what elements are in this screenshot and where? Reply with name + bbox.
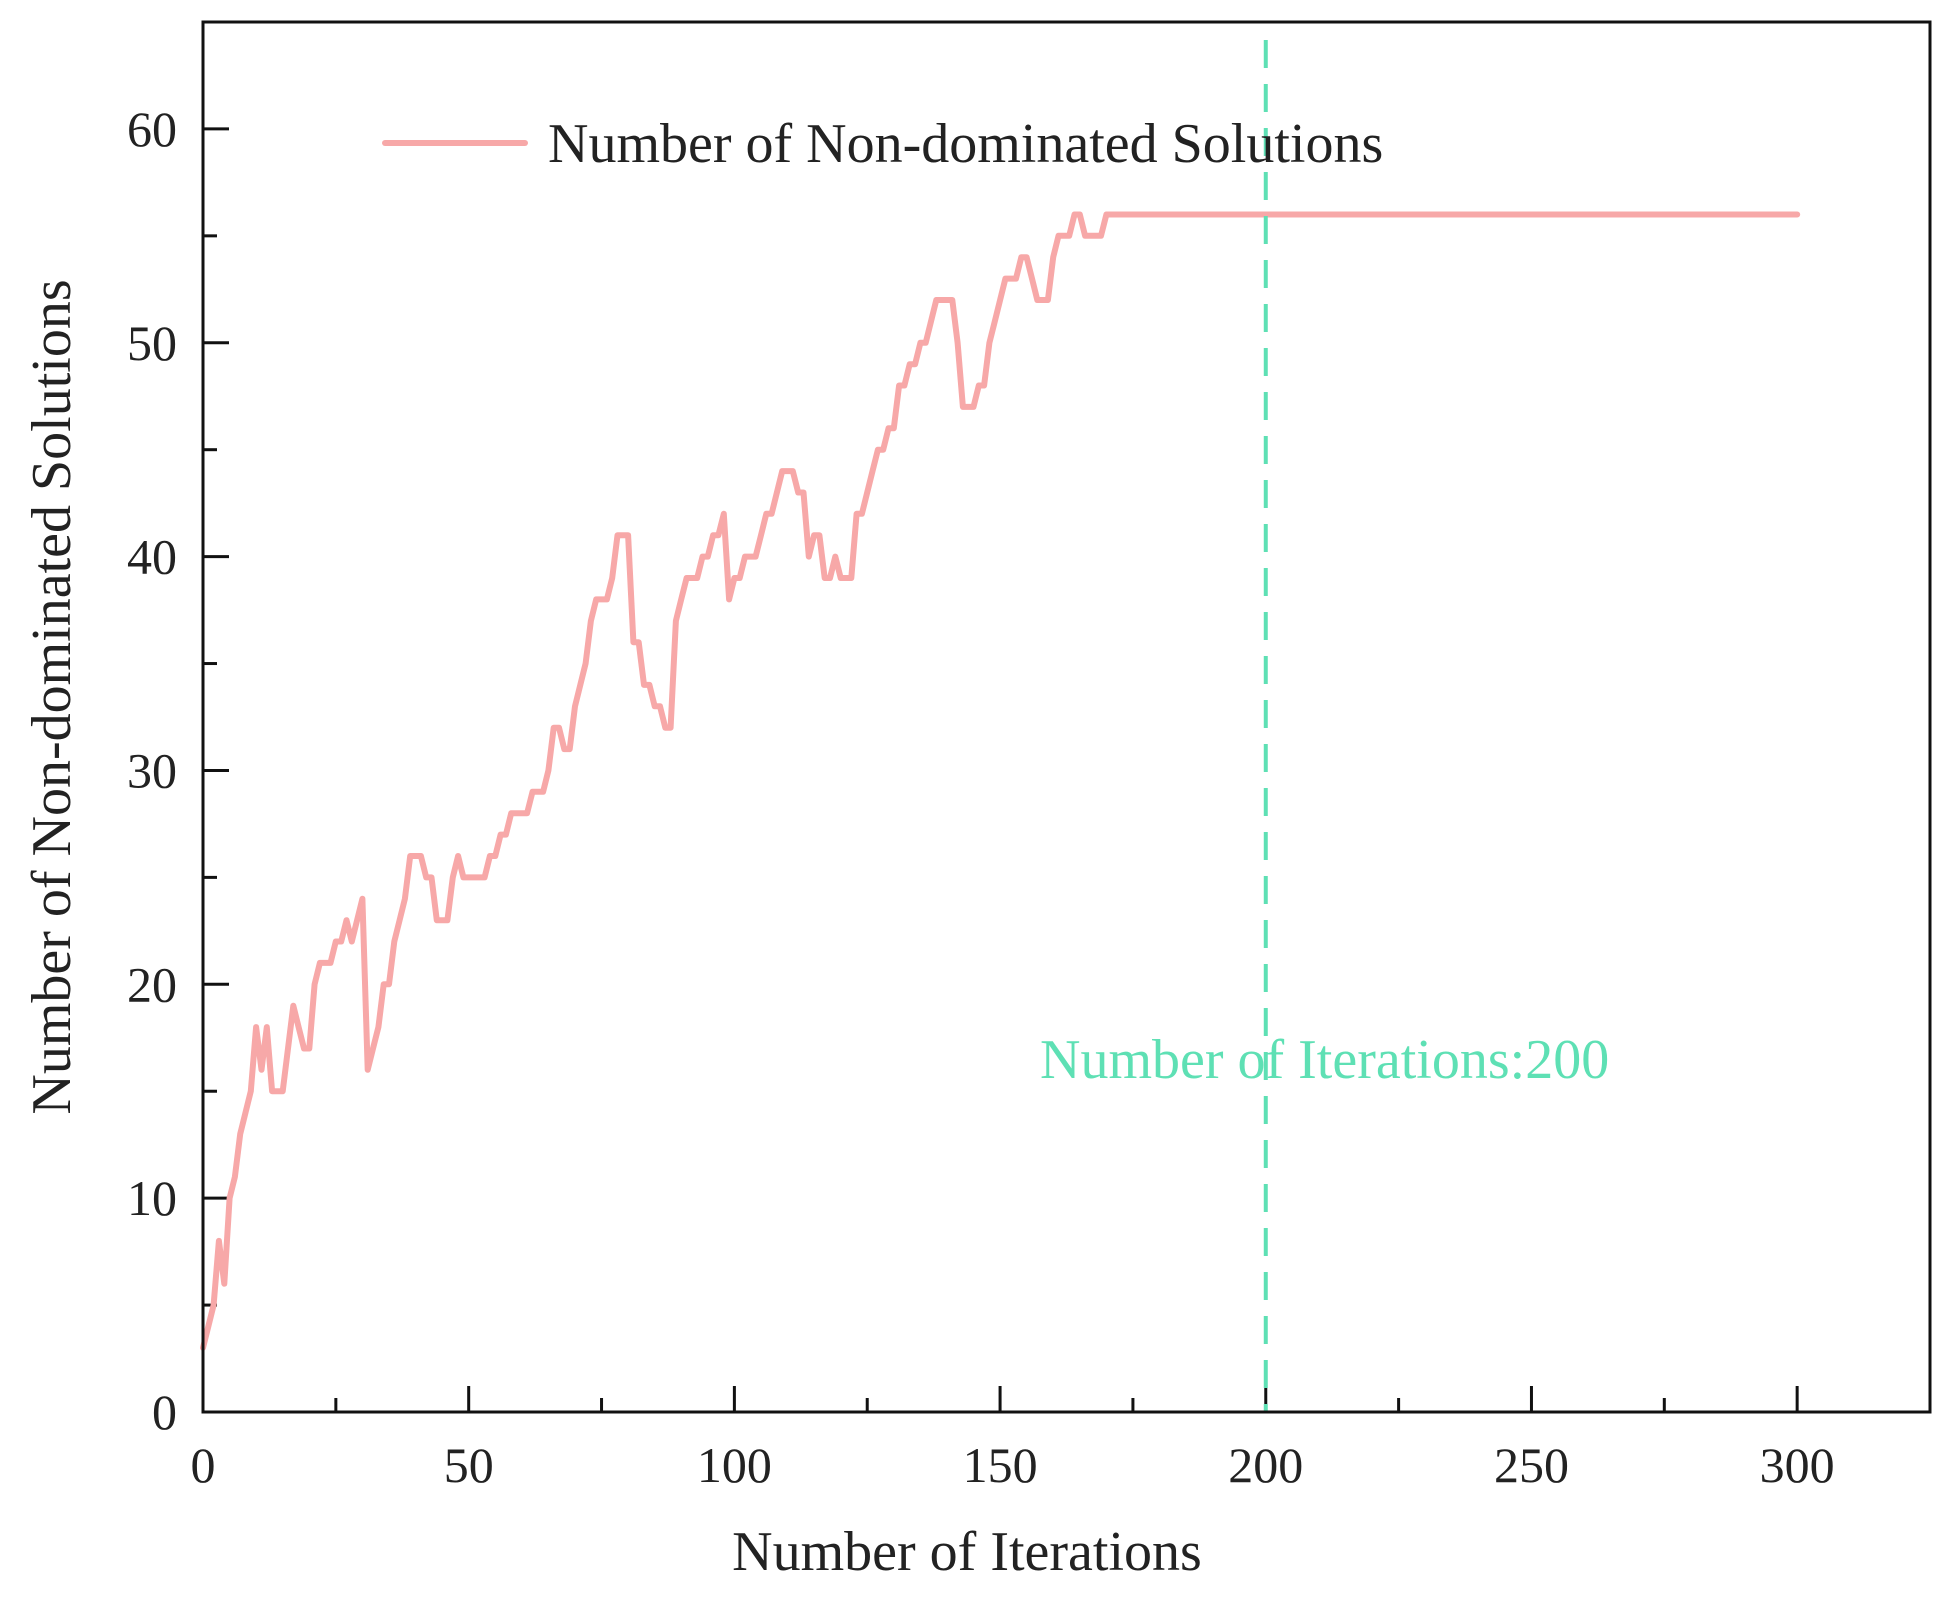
- y-tick-label: 40: [127, 529, 177, 585]
- y-tick-label: 30: [127, 742, 177, 798]
- y-tick-label: 0: [152, 1384, 177, 1440]
- x-axis-title: Number of Iterations: [732, 1521, 1202, 1583]
- y-tick-label: 50: [127, 315, 177, 371]
- x-tick-label: 0: [191, 1437, 216, 1493]
- x-tick-label: 300: [1760, 1437, 1835, 1493]
- y-tick-label: 10: [127, 1170, 177, 1226]
- series-line-non-dominated-solutions: [200, 211, 1801, 1351]
- x-tick-label: 150: [963, 1437, 1038, 1493]
- x-axis-ticks: 0 50 100 150 200 250 300: [191, 1386, 1835, 1493]
- y-tick-label: 60: [127, 101, 177, 157]
- y-axis-title: Number of Non-dominated Solutions: [21, 279, 83, 1114]
- plot-frame: [201, 20, 1932, 1414]
- y-tick-label: 20: [127, 956, 177, 1012]
- legend-label: Number of Non-dominated Solutions: [548, 113, 1383, 175]
- x-tick-label: 250: [1494, 1437, 1569, 1493]
- x-tick-label: 100: [697, 1437, 772, 1493]
- x-tick-label: 200: [1228, 1437, 1303, 1493]
- x-tick-label: 50: [444, 1437, 494, 1493]
- y-axis-ticks: 0 10 20 30 40 50 60: [127, 101, 229, 1440]
- iteration-annotation-label: Number of Iterations:200: [1040, 1029, 1609, 1091]
